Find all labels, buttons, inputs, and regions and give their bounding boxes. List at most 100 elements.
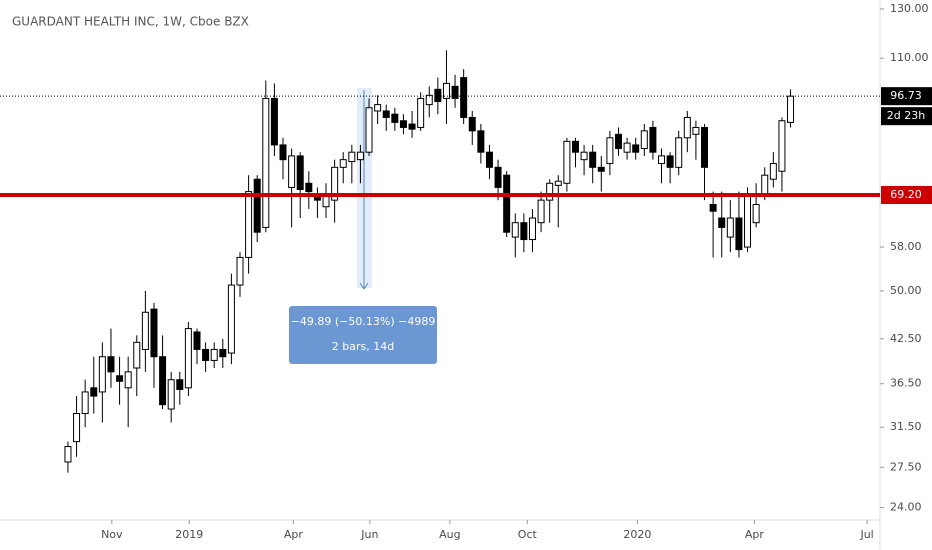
x-tick-label: Oct [518,528,538,541]
x-tick-label: Apr [745,528,765,541]
candle-body [701,126,709,168]
candle-body [571,140,579,153]
candle-body [769,162,777,180]
y-tick-label: 42.50 [890,332,922,345]
candle-body [253,178,261,233]
candle-body [227,284,235,354]
candle-body [451,85,459,99]
candle-body [425,94,433,106]
candle-body [511,222,519,238]
candle-body [614,133,622,150]
candle-body [288,155,296,188]
candle-body [391,113,399,123]
candle-body [675,137,683,168]
candle-body [787,95,795,123]
candle-body [365,107,373,153]
candle-body [73,412,81,443]
candle-body [348,151,356,163]
candle-body [658,155,666,164]
y-tick-label: 110.00 [890,51,929,64]
candle-body [90,387,98,397]
y-tick-label: 31.50 [890,420,922,433]
x-tick-label: Jun [360,528,378,541]
x-tick-label: Apr [284,528,304,541]
measure-text: −49.89 (−50.13%) −4989 [291,315,436,328]
candle-body [580,151,588,161]
candle-body [623,142,631,153]
x-tick-label: Jul [859,528,873,541]
candle-body [339,159,347,168]
candle-body [81,391,89,414]
candle-body [434,88,442,102]
candle-body [322,195,330,208]
candle-body [219,348,227,358]
candle-body [210,348,218,361]
candle-body [597,166,605,172]
x-tick-label: 2020 [623,528,651,541]
y-tick-label: 50.00 [890,284,922,297]
candle-body [520,222,528,241]
candle-body [408,123,416,130]
candle-body [442,82,450,99]
candle-body [752,204,760,224]
candle-body [150,308,158,358]
candle-body [735,217,743,251]
candle-body [64,446,72,463]
candle-body [98,356,106,393]
candle-body [718,217,726,228]
chart-title: GUARDANT HEALTH INC, 1W, Cboe BZX [12,15,249,29]
candle-body [709,204,717,212]
last-price-tag [881,87,932,106]
candle-body [184,328,192,389]
measure-arrow-head [359,282,369,290]
candle-body [468,116,476,132]
candle-body [202,348,210,361]
candle-body [176,379,184,390]
candle-body [503,174,511,233]
candle-body [399,120,407,128]
y-tick-label: 27.50 [890,460,922,473]
candle-body [554,180,562,186]
candle-body [666,155,674,168]
candle-body [279,144,287,161]
candle-body [356,151,364,161]
candle-body [761,174,769,197]
measure-text: 2 bars, 14d [332,340,394,353]
candle-body [726,217,734,238]
countdown: 2d 23h [887,109,925,122]
x-tick-label: 2019 [175,528,203,541]
y-tick-label: 36.50 [890,377,922,390]
measure-box [289,306,437,364]
candle-body [305,182,313,193]
candle-body [528,217,536,241]
candle-body [167,379,175,410]
candle-body [546,182,554,201]
candle-body [640,130,648,150]
candle-body [417,97,425,128]
y-tick-label: 58.00 [890,240,922,253]
candle-body [649,126,657,153]
candle-body [245,191,253,258]
candle-body [589,151,597,168]
candle-body [477,130,485,153]
candle-body [683,116,691,139]
level-tag [881,185,932,204]
last-price-label: 96.73 [890,89,922,102]
countdown-tag [881,107,932,126]
y-tick-label: 130.00 [890,2,929,15]
candle-body [744,195,752,248]
level-label: 69.20 [890,188,922,201]
candle-body [494,166,502,188]
x-tick-label: Nov [101,528,123,541]
candle-body [460,77,468,118]
candle-body [270,97,278,146]
candle-body [374,104,382,112]
candle-body [159,356,167,406]
candle-body [296,155,304,190]
candle-body [537,199,545,224]
candle-body [485,151,493,168]
candle-body [382,110,390,118]
candle-body [606,137,614,164]
candle-body [116,375,124,382]
